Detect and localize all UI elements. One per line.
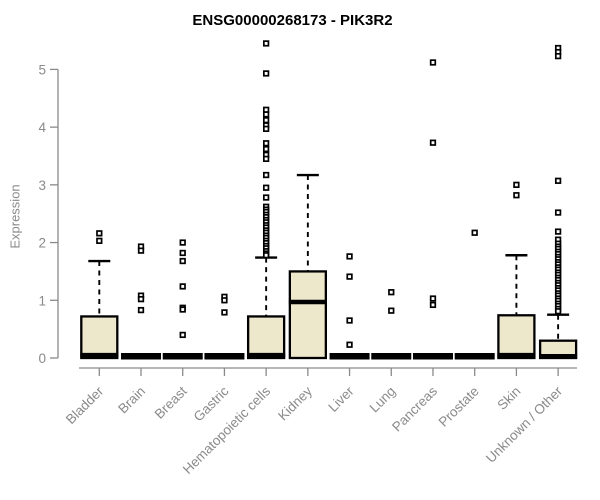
- x-tick-label: Breast: [152, 383, 190, 421]
- x-tick-label: Unknown / Other: [483, 383, 566, 466]
- box-Bladder: [80, 315, 119, 360]
- x-tick-label: Kidney: [275, 383, 315, 423]
- outlier-point: [388, 289, 395, 296]
- outlier-point: [96, 237, 103, 244]
- y-tick-label: 5: [38, 62, 46, 77]
- outlier-point: [179, 283, 186, 290]
- outlier-point: [221, 309, 228, 316]
- x-tick-label: Gastric: [191, 383, 232, 424]
- y-tick-label: 1: [38, 293, 46, 308]
- outlier-point: [429, 139, 437, 146]
- y-tick-label: 4: [38, 120, 46, 135]
- x-tick-label: Skin: [494, 384, 523, 413]
- outlier-point: [262, 184, 270, 191]
- y-tick-label: 0: [38, 351, 46, 366]
- outlier-point: [262, 40, 270, 47]
- x-tick-label: Lung: [367, 384, 399, 416]
- box-Hematopoietic cells: [246, 315, 286, 360]
- outlier-point: [179, 306, 186, 313]
- outlier-point: [262, 252, 270, 259]
- outlier-point: [262, 117, 270, 124]
- x-tick-label: Prostate: [436, 384, 482, 430]
- flat-box-Gastric: [204, 353, 245, 360]
- outlier-point: [429, 301, 437, 309]
- flat-box-Lung: [371, 353, 412, 360]
- outlier-point: [429, 59, 437, 66]
- outlier-point: [346, 341, 353, 348]
- outlier-point: [262, 70, 270, 77]
- x-tick-label: Pancreas: [389, 383, 440, 434]
- flat-box-Prostate: [454, 353, 495, 360]
- outlier-point: [554, 209, 562, 216]
- outlier-point: [179, 239, 186, 246]
- outlier-point: [137, 306, 145, 314]
- outlier-point: [179, 249, 186, 257]
- outlier-point: [221, 297, 228, 304]
- x-tick-label: Liver: [325, 383, 357, 415]
- box-Kidney: [288, 270, 328, 360]
- outlier-point: [262, 194, 270, 201]
- outlier-point: [554, 52, 562, 60]
- chart-title: ENSG00000268173 - PIK3R2: [192, 12, 393, 29]
- outlier-point: [513, 181, 520, 188]
- flat-box-Pancreas: [412, 353, 453, 360]
- outlier-point: [262, 140, 270, 147]
- flat-box-Brain: [121, 353, 162, 360]
- outlier-point: [262, 145, 270, 153]
- outlier-point: [429, 295, 437, 302]
- outlier-point: [513, 192, 520, 199]
- outlier-point: [346, 273, 353, 280]
- outlier-point: [96, 230, 103, 237]
- flat-box-Liver: [329, 353, 370, 360]
- outlier-point: [179, 257, 186, 265]
- outlier-point: [137, 247, 145, 254]
- outlier-point: [262, 125, 270, 133]
- outlier-point: [179, 331, 186, 339]
- outlier-point: [554, 177, 562, 184]
- outlier-point: [554, 308, 562, 315]
- outlier-point: [262, 111, 270, 118]
- outlier-point: [346, 317, 353, 324]
- flat-box-Breast: [162, 353, 203, 360]
- outlier-point: [262, 155, 270, 163]
- y-tick-label: 2: [38, 236, 46, 251]
- outlier-point: [346, 253, 353, 260]
- x-tick-label: Brain: [115, 384, 148, 417]
- outlier-point: [471, 229, 478, 236]
- outlier-point: [388, 307, 395, 314]
- outlier-point: [262, 171, 270, 179]
- box-Skin: [497, 314, 536, 360]
- x-tick-label: Bladder: [63, 383, 107, 427]
- y-tick-label: 3: [38, 178, 46, 193]
- outlier-point: [137, 295, 145, 303]
- outlier-point: [554, 228, 562, 235]
